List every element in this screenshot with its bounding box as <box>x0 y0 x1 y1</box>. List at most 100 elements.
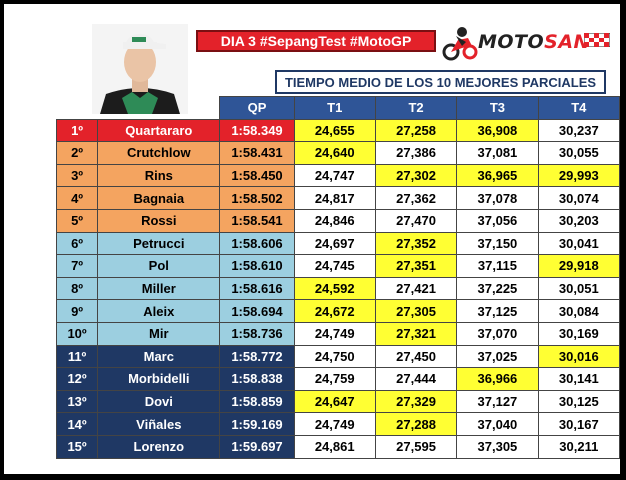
t2-cell: 27,450 <box>374 344 458 369</box>
rider-name-cell: Pol <box>97 254 221 278</box>
t1-cell: 24,592 <box>293 276 376 301</box>
t3-cell: 37,127 <box>456 389 539 414</box>
rider-name-cell: Rossi <box>97 208 221 233</box>
t3-cell: 36,908 <box>456 118 539 143</box>
rider-name-cell: Miller <box>97 276 221 301</box>
t3-cell: 37,070 <box>456 321 539 346</box>
qp-time-cell: 1:58.502 <box>219 186 295 210</box>
table-row: 11º Marc 1:58.772 24,750 27,450 37,025 30,016 <box>55 344 621 369</box>
t1-cell: 24,655 <box>293 118 376 143</box>
t2-cell: 27,351 <box>374 254 458 278</box>
t1-cell: 24,647 <box>293 389 376 414</box>
t3-cell: 37,225 <box>456 276 539 301</box>
brand-logo: MOTOSAN <box>442 22 612 62</box>
t4-cell: 30,141 <box>537 367 621 391</box>
t4-cell: 30,169 <box>537 321 621 346</box>
logo-text: MOTOSAN <box>478 31 590 53</box>
qp-time-cell: 1:58.616 <box>219 276 295 301</box>
t4-cell: 30,237 <box>537 118 621 143</box>
t1-cell: 24,672 <box>293 299 376 323</box>
t4-cell: 30,051 <box>537 276 621 301</box>
t4-cell: 29,993 <box>537 163 621 188</box>
t1-cell: 24,759 <box>293 367 376 391</box>
position-cell: 6º <box>55 231 99 256</box>
t1-cell: 24,697 <box>293 231 376 256</box>
t3-cell: 36,966 <box>456 367 539 391</box>
table-row: 3º Rins 1:58.450 24,747 27,302 36,965 29,993 <box>55 163 621 188</box>
t3-cell: 37,056 <box>456 208 539 233</box>
t2-cell: 27,288 <box>374 412 458 436</box>
t1-cell: 24,861 <box>293 434 376 459</box>
t2-cell: 27,305 <box>374 299 458 323</box>
qp-time-cell: 1:58.606 <box>219 231 295 256</box>
t3-cell: 37,040 <box>456 412 539 436</box>
qp-time-cell: 1:58.610 <box>219 254 295 278</box>
header-blank-name <box>98 97 220 120</box>
qp-time-cell: 1:58.349 <box>219 118 295 143</box>
qp-time-cell: 1:59.697 <box>219 434 295 459</box>
table-row: 12º Morbidelli 1:58.838 24,759 27,444 36,966 3… <box>55 367 621 391</box>
qp-time-cell: 1:59.169 <box>219 412 295 436</box>
table-row: 7º Pol 1:58.610 24,745 27,351 37,115 29,918 <box>55 254 621 278</box>
t2-cell: 27,258 <box>374 118 458 143</box>
rider-photo <box>92 24 188 114</box>
header-t3: T3 <box>456 96 539 120</box>
t4-cell: 30,084 <box>537 299 621 323</box>
table-row: 9º Aleix 1:58.694 24,672 27,305 37,125 30,084 <box>55 299 621 323</box>
position-cell: 3º <box>55 163 99 188</box>
rider-name-cell: Quartararo <box>97 118 221 143</box>
logo-text-moto: MOTO <box>478 31 545 53</box>
t2-cell: 27,470 <box>374 208 458 233</box>
position-cell: 10º <box>55 321 99 346</box>
rider-name-cell: Viñales <box>97 412 221 436</box>
t3-cell: 37,025 <box>456 344 539 369</box>
t4-cell: 30,167 <box>537 412 621 436</box>
qp-time-cell: 1:58.772 <box>219 344 295 369</box>
t4-cell: 30,074 <box>537 186 621 210</box>
position-cell: 14º <box>55 412 99 436</box>
position-cell: 15º <box>55 434 99 459</box>
t1-cell: 24,745 <box>293 254 376 278</box>
position-cell: 9º <box>55 299 99 323</box>
t1-cell: 24,750 <box>293 344 376 369</box>
position-cell: 4º <box>55 186 99 210</box>
rider-name-cell: Bagnaia <box>97 186 221 210</box>
table-row: 1º Quartararo 1:58.349 24,655 27,258 36,908 30… <box>55 118 621 143</box>
t4-cell: 30,211 <box>537 434 621 459</box>
position-cell: 11º <box>55 344 99 369</box>
qp-time-cell: 1:58.541 <box>219 208 295 233</box>
position-cell: 8º <box>55 276 99 301</box>
qp-time-cell: 1:58.859 <box>219 389 295 414</box>
t1-cell: 24,640 <box>293 141 376 165</box>
t2-cell: 27,386 <box>374 141 458 165</box>
t2-cell: 27,352 <box>374 231 458 256</box>
table-row: 8º Miller 1:58.616 24,592 27,421 37,225 30,051 <box>55 276 621 301</box>
header-row: QP T1 T2 T3 T4 <box>57 96 621 120</box>
checkered-flag-icon <box>584 33 610 47</box>
rider-name-cell: Crutchlow <box>97 141 221 165</box>
t4-cell: 30,041 <box>537 231 621 256</box>
header-qp: QP <box>219 96 295 120</box>
t1-cell: 24,846 <box>293 208 376 233</box>
t1-cell: 24,749 <box>293 412 376 436</box>
position-cell: 7º <box>55 254 99 278</box>
rider-portrait-icon <box>92 24 188 114</box>
t2-cell: 27,362 <box>374 186 458 210</box>
position-cell: 12º <box>55 367 99 391</box>
t4-cell: 29,918 <box>537 254 621 278</box>
rider-name-cell: Morbidelli <box>97 367 221 391</box>
position-cell: 5º <box>55 208 99 233</box>
qp-time-cell: 1:58.694 <box>219 299 295 323</box>
header-t1: T1 <box>293 96 376 120</box>
table-row: 15º Lorenzo 1:59.697 24,861 27,595 37,305 30,2… <box>55 434 621 459</box>
qp-time-cell: 1:58.450 <box>219 163 295 188</box>
t4-cell: 30,055 <box>537 141 621 165</box>
table-row: 4º Bagnaia 1:58.502 24,817 27,362 37,078 30,07… <box>55 186 621 210</box>
table-row: 14º Viñales 1:59.169 24,749 27,288 37,040 30,1… <box>55 412 621 436</box>
rider-name-cell: Mir <box>97 321 221 346</box>
t1-cell: 24,747 <box>293 163 376 188</box>
qp-time-cell: 1:58.838 <box>219 367 295 391</box>
logo-text-san: SAN <box>544 31 590 53</box>
table-row: 10º Mir 1:58.736 24,749 27,321 37,070 30,169 <box>55 321 621 346</box>
t3-cell: 37,115 <box>456 254 539 278</box>
